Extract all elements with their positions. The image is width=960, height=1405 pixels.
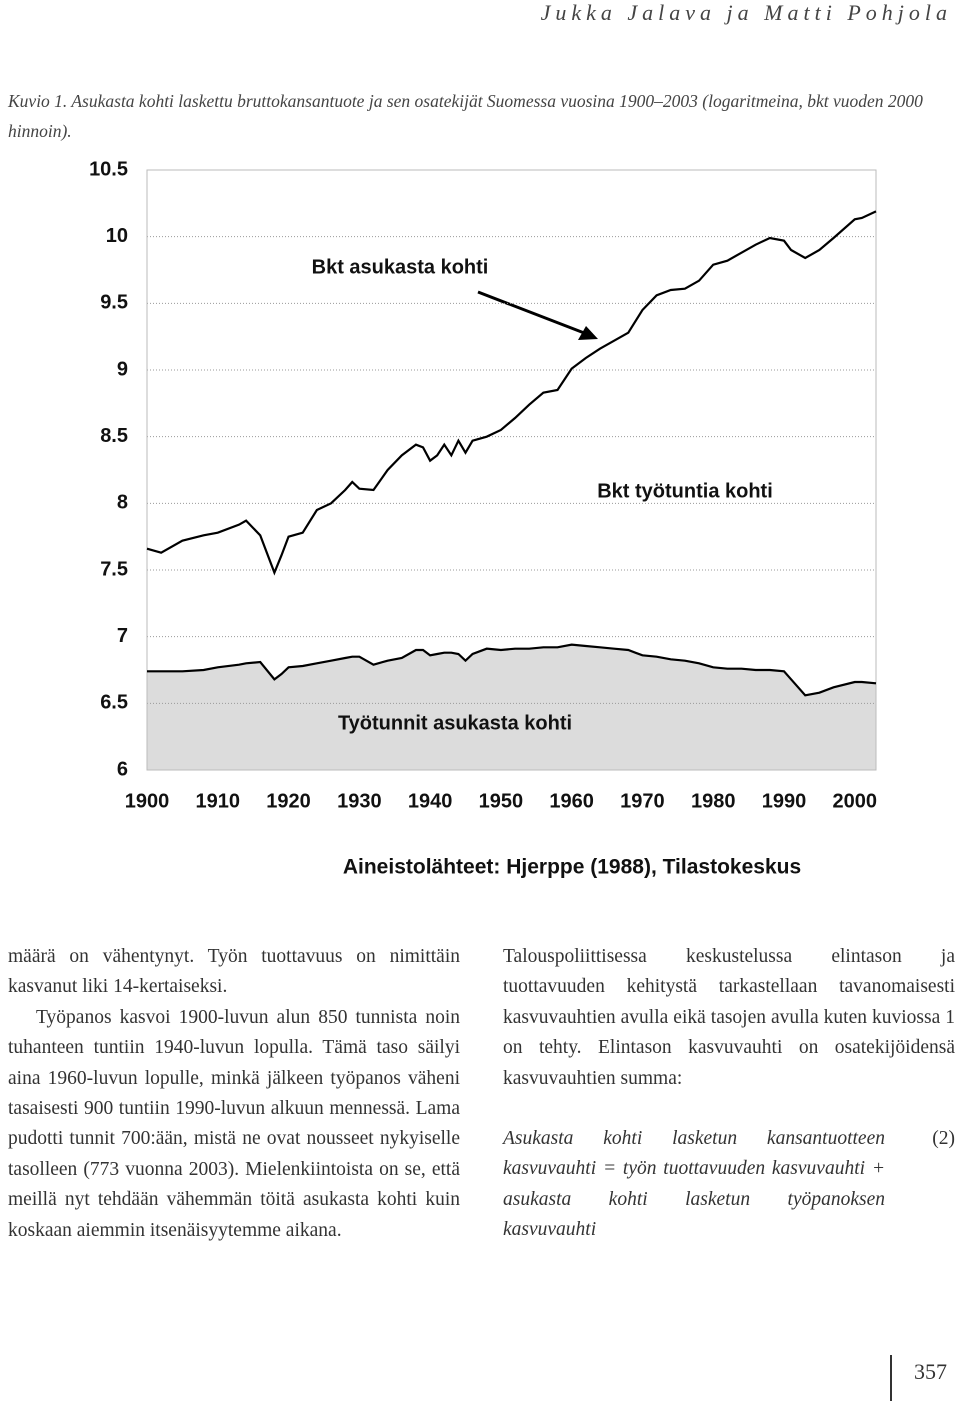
equation-number: (2) — [932, 1128, 955, 1150]
right-column: Talouspoliittisessa keskustelussa elinta… — [503, 942, 955, 1246]
annotation: Bkt asukasta kohti — [312, 256, 489, 278]
x-tick-label: 1950 — [479, 790, 524, 812]
y-tick-label: 10.5 — [89, 158, 128, 180]
line — [146, 210, 877, 576]
chart: 6 6.5 7 7.5 8 8.5 9 9.5 10 10.5 1900 1910 1920 1930 19… — [89, 158, 878, 879]
area — [147, 644, 876, 770]
source: Aineistolähteet: Hjerppe (1988), Tilasto… — [343, 856, 801, 879]
running-header: Jukka Jalava ja Matti Pohjola — [540, 0, 952, 25]
equation: Asukasta kohti lasketun kansantuotteen k… — [503, 1124, 955, 1246]
paragraph: Työpanos kasvoi 1900-luvun alun 850 tunn… — [8, 1006, 460, 1241]
y-tick-label: 9.5 — [100, 292, 128, 314]
y-tick-label: 7 — [117, 625, 128, 647]
x-tick-label: 1930 — [337, 790, 382, 812]
paragraph: määrä on vähentynyt. Työn tuottavuus on … — [8, 946, 460, 998]
paragraph: Talouspoliittisessa keskustelussa elinta… — [503, 946, 955, 1089]
x-tick-label: 1910 — [196, 790, 241, 812]
page-number: 357 — [890, 1355, 947, 1401]
x-tick-label: 1980 — [691, 790, 736, 812]
x-tick-label: 2000 — [833, 790, 878, 812]
y-tick-label: 8.5 — [100, 425, 128, 447]
plot-frame — [146, 169, 877, 771]
left-column: määrä on vähentynyt. Työn tuottavuus on … — [8, 942, 460, 1246]
y-tick-label: 10 — [106, 225, 128, 247]
x-tick-label: 1920 — [266, 790, 311, 812]
y-tick-label: 6 — [117, 758, 128, 780]
line — [147, 643, 877, 697]
annotation: Bkt työtuntia kohti — [597, 480, 773, 502]
arrow-head — [578, 326, 598, 340]
arrow — [477, 290, 593, 338]
x-tick-label: 1990 — [762, 790, 807, 812]
x-tick-label: 1970 — [620, 790, 665, 812]
x-tick-label: 1900 — [125, 790, 170, 812]
y-tick-label: 9 — [117, 358, 128, 380]
y-tick-label: 6.5 — [100, 692, 128, 714]
annotation: Työtunnit asukasta kohti — [338, 712, 572, 734]
x-tick-label: 1960 — [549, 790, 594, 812]
x-tick-label: 1940 — [408, 790, 453, 812]
y-tick-label: 8 — [117, 492, 128, 514]
y-tick-label: 7.5 — [100, 558, 128, 580]
figure-caption: Kuvio 1. Asukasta kohti laskettu bruttok… — [8, 91, 923, 141]
equation-text: Asukasta kohti lasketun kansantuotteen k… — [503, 1128, 885, 1241]
